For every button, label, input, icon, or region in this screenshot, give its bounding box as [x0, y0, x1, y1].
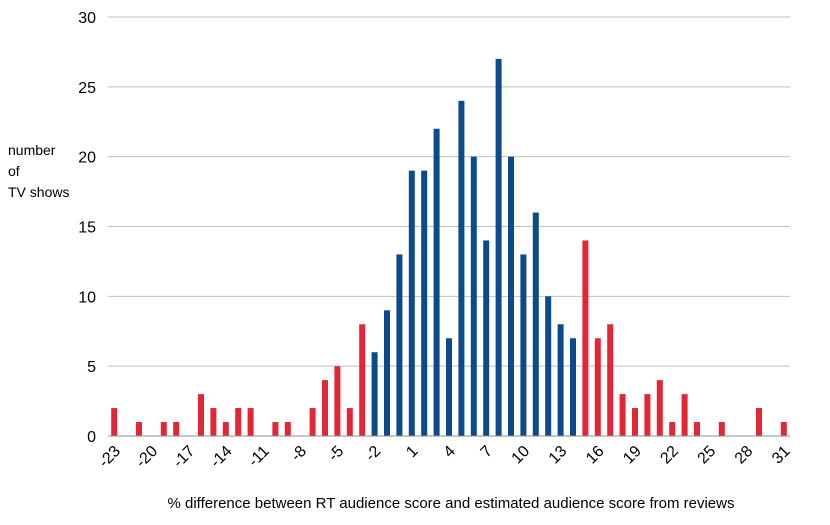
- y-axis-label: number of TV shows: [8, 142, 69, 200]
- bar: [570, 338, 576, 436]
- bar: [669, 422, 676, 436]
- x-tick-label: 1: [403, 443, 421, 461]
- x-tick-label: -14: [207, 443, 235, 471]
- y-axis-label-line: of: [8, 163, 20, 179]
- y-tick-label: 30: [78, 10, 96, 27]
- bar: [384, 310, 390, 436]
- bar: [371, 352, 378, 436]
- bar: [582, 240, 589, 436]
- x-tick-label: 16: [583, 443, 608, 468]
- bar: [346, 408, 353, 436]
- bar: [272, 422, 279, 436]
- bar: [545, 296, 552, 436]
- bar: [235, 408, 242, 436]
- bar: [632, 408, 638, 436]
- bar: [173, 422, 180, 436]
- bar: [222, 422, 229, 436]
- bar: [396, 254, 403, 436]
- x-tick-label: 22: [657, 443, 682, 468]
- bar: [322, 380, 328, 436]
- bar: [619, 394, 626, 436]
- y-tick-label: 0: [87, 429, 96, 446]
- x-tick-label: 10: [509, 443, 534, 468]
- bar: [532, 212, 539, 436]
- bar: [421, 170, 428, 436]
- bar: [111, 408, 118, 436]
- x-tick-label: -2: [362, 443, 384, 465]
- bar: [656, 380, 663, 436]
- bar: [458, 100, 465, 437]
- y-tick-label: 10: [78, 289, 96, 306]
- y-tick-labels: 0 5 10 15 20 25 30: [78, 10, 96, 446]
- x-tick-label: 4: [441, 443, 459, 461]
- x-tick-label: 28: [732, 443, 757, 468]
- bar: [198, 394, 204, 436]
- x-tick-label: -5: [325, 443, 347, 465]
- bar: [594, 338, 601, 436]
- x-tick-label: -17: [170, 443, 198, 471]
- bar: [495, 58, 502, 437]
- bar: [644, 394, 651, 436]
- bar: [607, 324, 614, 436]
- y-axis-label-line: number: [8, 142, 56, 158]
- bar: [557, 324, 564, 436]
- x-tick-label: -11: [245, 443, 273, 471]
- bar: [247, 408, 254, 436]
- bar: [160, 422, 167, 436]
- x-tick-labels: -23 -20 -17 -14 -11 -8 -5 -2 1 4 7 10 13 16 19 22 25 28 31: [96, 443, 794, 471]
- bar: [359, 324, 366, 436]
- y-tick-label: 15: [78, 220, 96, 237]
- bar: [470, 156, 477, 437]
- x-tick-label: -8: [288, 443, 310, 465]
- bar: [210, 408, 217, 436]
- bar: [520, 254, 527, 436]
- bars: [111, 58, 787, 437]
- bar: [681, 394, 688, 436]
- x-tick-label: 31: [769, 443, 794, 468]
- x-tick-label: -23: [96, 443, 124, 471]
- bar: [694, 422, 700, 436]
- y-axis-label-line: TV shows: [8, 184, 69, 200]
- y-tick-label: 5: [87, 359, 96, 376]
- bar: [136, 422, 142, 436]
- x-axis-label: % difference between RT audience score a…: [168, 495, 735, 512]
- y-tick-label: 20: [78, 150, 96, 167]
- x-tick-label: 7: [478, 443, 496, 461]
- y-tick-label: 25: [78, 80, 96, 97]
- bar: [718, 422, 725, 436]
- bar: [309, 408, 316, 436]
- bar: [483, 240, 490, 436]
- bar: [433, 128, 440, 437]
- x-tick-label: 13: [546, 443, 571, 468]
- x-tick-label: 25: [695, 443, 720, 468]
- gridlines: [108, 16, 790, 367]
- bar: [408, 170, 415, 436]
- bar: [446, 338, 452, 436]
- bar: [780, 422, 787, 436]
- bar: [756, 408, 762, 436]
- x-tick-label: -20: [133, 443, 161, 471]
- x-tick-label: 19: [620, 443, 645, 468]
- bar: [284, 422, 291, 436]
- bar: [508, 156, 514, 437]
- bar: [334, 366, 341, 436]
